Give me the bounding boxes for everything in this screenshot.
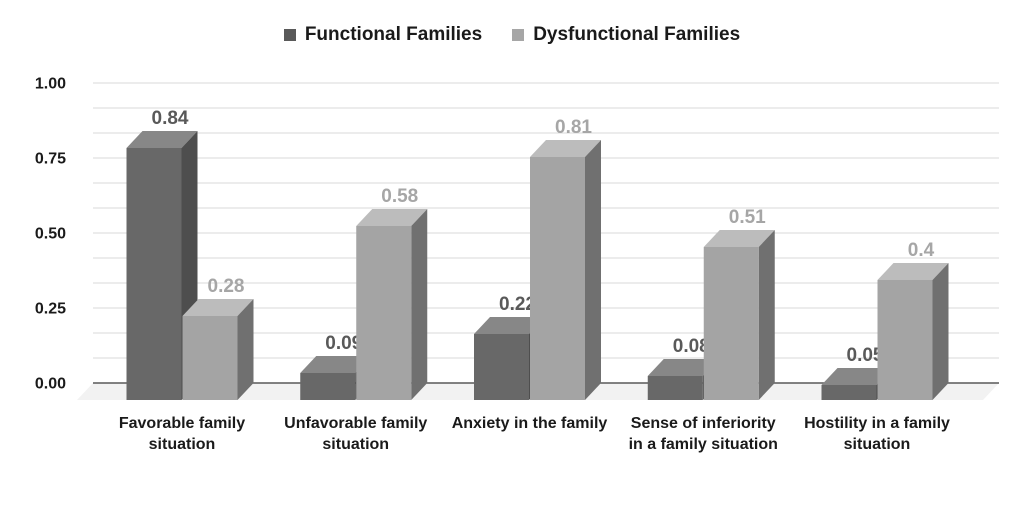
bar-top-face: [530, 140, 601, 157]
chart-legend: Functional Families Dysfunctional Famili…: [0, 24, 1024, 46]
y-axis-tick-label: 1.00: [35, 76, 66, 93]
data-label: 0.05: [847, 345, 884, 366]
data-label: 0.58: [381, 186, 418, 207]
bar-side-face: [758, 230, 775, 400]
data-label: 0.22: [499, 294, 536, 315]
bar-top-face: [300, 356, 372, 373]
bar-dysfunctional-2: 0.81: [530, 117, 601, 400]
data-label: 0.28: [208, 276, 245, 297]
bar-top-face: [182, 299, 254, 316]
data-label: 0.84: [152, 108, 189, 129]
bar-top-face: [474, 317, 545, 334]
category-label: Favorable family situation: [118, 415, 246, 453]
bar-dysfunctional-4: 0.4: [877, 240, 949, 400]
bar-side-face: [585, 140, 601, 400]
bar-front-face: [530, 157, 585, 400]
bar-side-face: [411, 209, 428, 400]
bar-dysfunctional-3: 0.51: [703, 207, 775, 400]
bar-top-face: [703, 230, 775, 247]
bar-front-face: [182, 316, 238, 400]
legend-item-dysfunctional-families: Dysfunctional Families: [512, 24, 740, 46]
bar-side-face: [932, 263, 949, 400]
y-axis-tick-label: 0.25: [35, 301, 66, 318]
category-label: Anxiety in the family: [451, 415, 608, 432]
bar-front-face: [821, 385, 877, 400]
y-axis-tick-label: 0.75: [35, 151, 66, 168]
legend-label-dysfunctional: Dysfunctional Families: [533, 24, 741, 45]
bar-top-face: [647, 359, 719, 376]
bar-top-face: [126, 131, 198, 148]
legend-label-functional: Functional Families: [304, 24, 483, 45]
bar-front-face: [300, 373, 356, 400]
bar-front-face: [703, 247, 759, 400]
data-label: 0.08: [673, 336, 710, 357]
data-label: 0.51: [729, 207, 766, 228]
category-label: Sense of inferiority in a family situati…: [628, 415, 778, 453]
legend-swatch-functional: [283, 29, 296, 41]
y-axis-tick-label: 0.00: [35, 376, 66, 393]
bar-top-face: [356, 209, 428, 226]
category-label: Unfavorable family situation: [284, 415, 428, 453]
bar-dysfunctional-1: 0.58: [356, 186, 428, 400]
category-label: Hostility in a family situation: [804, 415, 950, 453]
bar-front-face: [356, 226, 412, 400]
bar-front-face: [126, 148, 182, 400]
bar-top-face: [821, 368, 893, 385]
data-label: 0.4: [908, 240, 935, 261]
data-label: 0.81: [555, 117, 592, 138]
bar-front-face: [877, 280, 933, 400]
bar-dysfunctional-0: 0.28: [182, 276, 254, 400]
bar-top-face: [877, 263, 949, 280]
bar-front-face: [474, 334, 529, 400]
legend-swatch-dysfunctional: [512, 29, 525, 41]
data-label: 0.09: [325, 333, 362, 354]
legend-item-functional-families: Functional Families: [283, 24, 483, 46]
bar-front-face: [647, 376, 703, 400]
y-axis-tick-label: 0.50: [35, 226, 66, 243]
bar-side-face: [237, 299, 254, 400]
